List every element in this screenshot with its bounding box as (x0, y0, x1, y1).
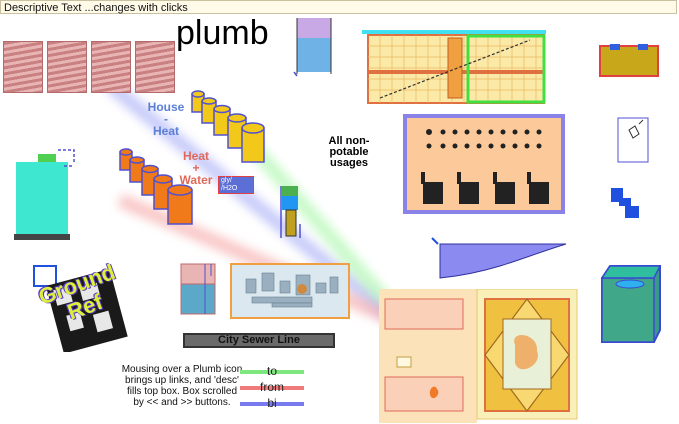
gly-heater-icon[interactable] (280, 184, 304, 240)
instructions-text: Mousing over a Plumb icon brings up link… (121, 364, 243, 408)
spring-tanks-icon[interactable] (188, 88, 274, 170)
heat-water-label: Heat + Water (179, 149, 213, 187)
ground-ref-icon[interactable]: Ground Ref (30, 259, 130, 352)
water-glass-icon[interactable] (292, 16, 334, 78)
slope-icon[interactable] (430, 234, 570, 282)
heat-water-tanks-icon[interactable] (116, 148, 200, 230)
floorplan-icon[interactable] (360, 26, 550, 106)
city-sewer-button[interactable]: City Sewer Line (183, 333, 335, 348)
non-potable-label: All non- potable usages (328, 135, 370, 169)
description-bar: Descriptive Text ...changes with clicks (0, 0, 677, 14)
pump-render-icon[interactable] (230, 263, 350, 319)
wave-tiles-icon[interactable] (3, 41, 175, 93)
small-tank-icon[interactable] (179, 262, 219, 318)
lamp-icon[interactable] (615, 114, 651, 164)
blue-blocks-icon[interactable] (609, 186, 643, 220)
house-heat-label: House - Heat (147, 100, 185, 138)
wave-tile (3, 41, 43, 93)
wave-tile (91, 41, 131, 93)
wave-tile (135, 41, 175, 93)
gold-box-icon[interactable] (598, 42, 662, 78)
from-beam (117, 193, 403, 329)
site-plan-icon[interactable] (379, 289, 579, 423)
green-box-icon[interactable] (598, 264, 666, 344)
dot-panel-icon[interactable] (403, 114, 567, 214)
wave-tile (47, 41, 87, 93)
brine-tank-icon[interactable] (12, 144, 78, 242)
page-title: plumb (176, 14, 269, 52)
gly-h2o-label[interactable]: gly/ /H2O (218, 176, 254, 194)
